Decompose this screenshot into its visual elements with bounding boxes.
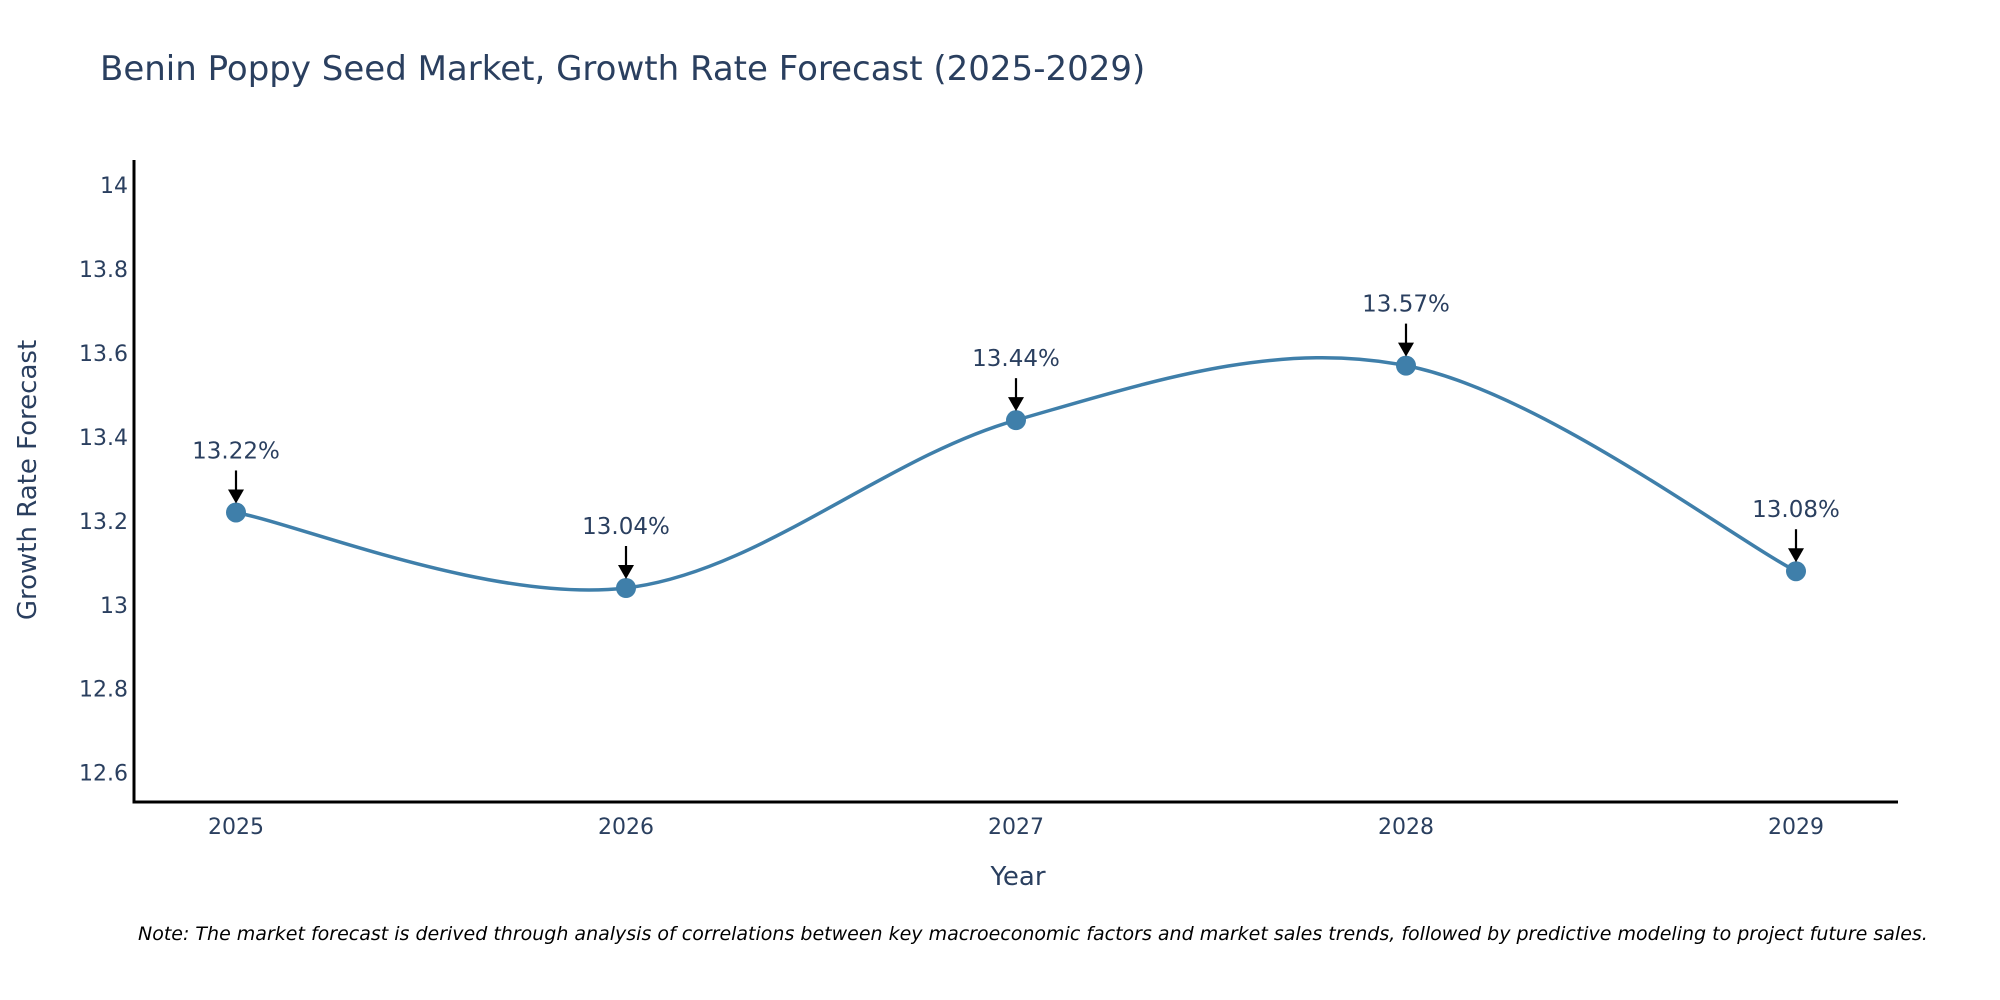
y-tick-label: 13.6 xyxy=(79,342,128,367)
data-label: 13.22% xyxy=(192,438,280,464)
x-tick-label: 2026 xyxy=(598,815,654,840)
annotation-arrowhead xyxy=(228,489,244,504)
data-label: 13.44% xyxy=(972,346,1060,372)
y-axis-ticks: 12.6 12.8 13 13.2 13.4 13.6 13.8 14 xyxy=(79,174,128,786)
data-label: 13.04% xyxy=(582,514,670,540)
y-axis-title: Growth Rate Forecast xyxy=(13,340,43,620)
y-tick-label: 12.8 xyxy=(79,678,128,703)
annotation-arrowhead xyxy=(1788,548,1804,563)
x-axis-ticks: 2025 2026 2027 2028 2029 xyxy=(208,815,1824,840)
y-tick-label: 13.2 xyxy=(79,510,128,535)
data-label: 13.57% xyxy=(1362,292,1450,318)
x-tick-label: 2029 xyxy=(1768,815,1824,840)
data-points xyxy=(226,355,1806,598)
data-point xyxy=(1006,410,1026,431)
data-point xyxy=(226,502,246,523)
y-tick-label: 13.8 xyxy=(79,258,128,283)
data-point xyxy=(616,578,636,598)
data-annotations: 13.22% 13.04% 13.44% 13.57% 13.08% xyxy=(192,292,1840,579)
x-tick-label: 2025 xyxy=(208,815,264,840)
data-point xyxy=(1786,561,1806,582)
annotation-arrowhead xyxy=(1398,342,1414,357)
x-tick-label: 2027 xyxy=(988,815,1044,840)
annotation-arrowhead xyxy=(618,565,634,579)
x-axis-title: Year xyxy=(989,862,1045,892)
y-tick-label: 14 xyxy=(100,174,128,199)
x-tick-label: 2028 xyxy=(1378,815,1434,840)
y-tick-label: 13 xyxy=(100,594,128,619)
data-label: 13.08% xyxy=(1752,497,1840,523)
y-tick-label: 12.6 xyxy=(79,762,128,787)
annotation-arrowhead xyxy=(1008,397,1024,412)
chart-title: Benin Poppy Seed Market, Growth Rate For… xyxy=(100,49,1145,89)
y-tick-label: 13.4 xyxy=(79,426,128,451)
data-point xyxy=(1396,355,1416,376)
footnote: Note: The market forecast is derived thr… xyxy=(138,923,1928,945)
